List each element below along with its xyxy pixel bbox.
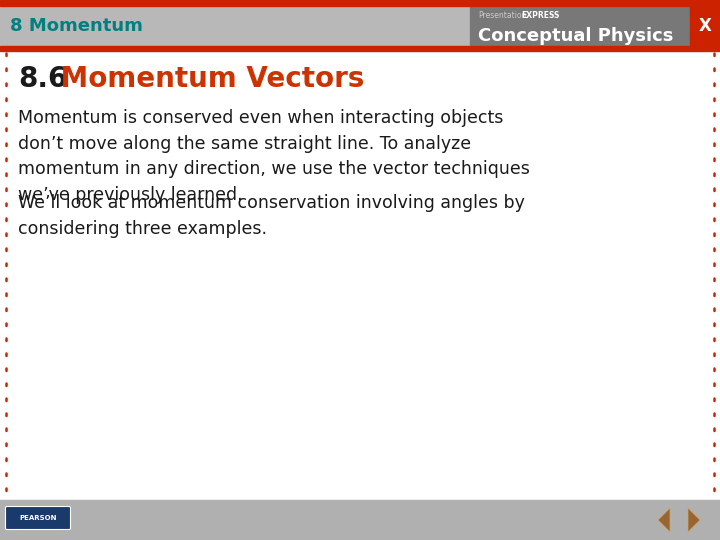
Bar [690, 6, 720, 46]
Text: Momentum Vectors: Momentum Vectors [51, 65, 364, 93]
Bar [470, 6, 690, 46]
Text: EXPRESS: EXPRESS [521, 11, 559, 21]
Bar [0, 500, 720, 540]
Text: 8.6: 8.6 [18, 65, 68, 93]
Bar [0, 46, 720, 51]
Polygon shape [688, 508, 700, 532]
Text: Presentation: Presentation [478, 11, 526, 21]
Bar [0, 0, 720, 6]
Bar [0, 51, 720, 500]
Text: X: X [698, 17, 711, 35]
Text: 8 Momentum: 8 Momentum [10, 17, 143, 35]
Text: We’ll look at momentum conservation involving angles by
considering three exampl: We’ll look at momentum conservation invo… [18, 194, 525, 238]
Text: Momentum is conserved even when interacting objects
don’t move along the same st: Momentum is conserved even when interact… [18, 109, 530, 204]
Polygon shape [658, 508, 670, 532]
FancyBboxPatch shape [6, 507, 71, 530]
Text: PEARSON: PEARSON [19, 515, 57, 521]
Bar [0, 6, 720, 46]
Text: Conceptual Physics: Conceptual Physics [478, 27, 673, 45]
